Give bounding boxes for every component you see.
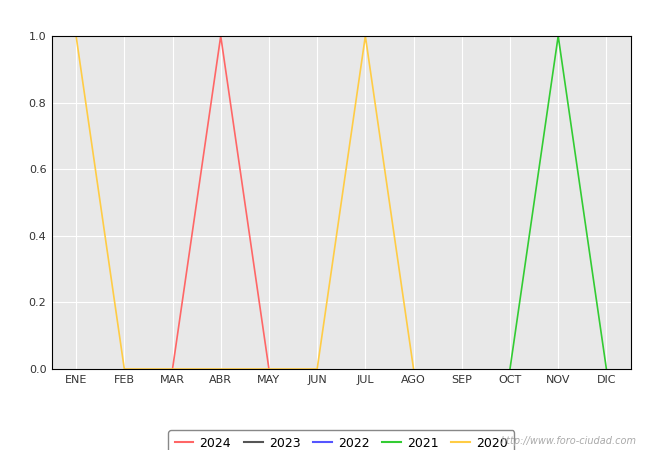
Line: 2020: 2020 (76, 36, 413, 369)
2020 (120, 366, 128, 372)
Text: http://www.foro-ciudad.com: http://www.foro-ciudad.com (501, 436, 637, 446)
2024 (168, 366, 176, 372)
2021 (554, 33, 562, 39)
2020 (72, 33, 80, 39)
2024 (265, 366, 273, 372)
Line: 2021: 2021 (510, 36, 606, 369)
Text: Matriculaciones de Vehiculos en Benitagla: Matriculaciones de Vehiculos en Benitagl… (135, 9, 515, 27)
2021 (506, 366, 514, 372)
2024 (217, 33, 225, 39)
Legend: 2024, 2023, 2022, 2021, 2020: 2024, 2023, 2022, 2021, 2020 (168, 431, 514, 450)
2020 (361, 33, 369, 39)
2020 (410, 366, 417, 372)
2021 (603, 366, 610, 372)
Line: 2024: 2024 (172, 36, 269, 369)
2020 (313, 366, 321, 372)
